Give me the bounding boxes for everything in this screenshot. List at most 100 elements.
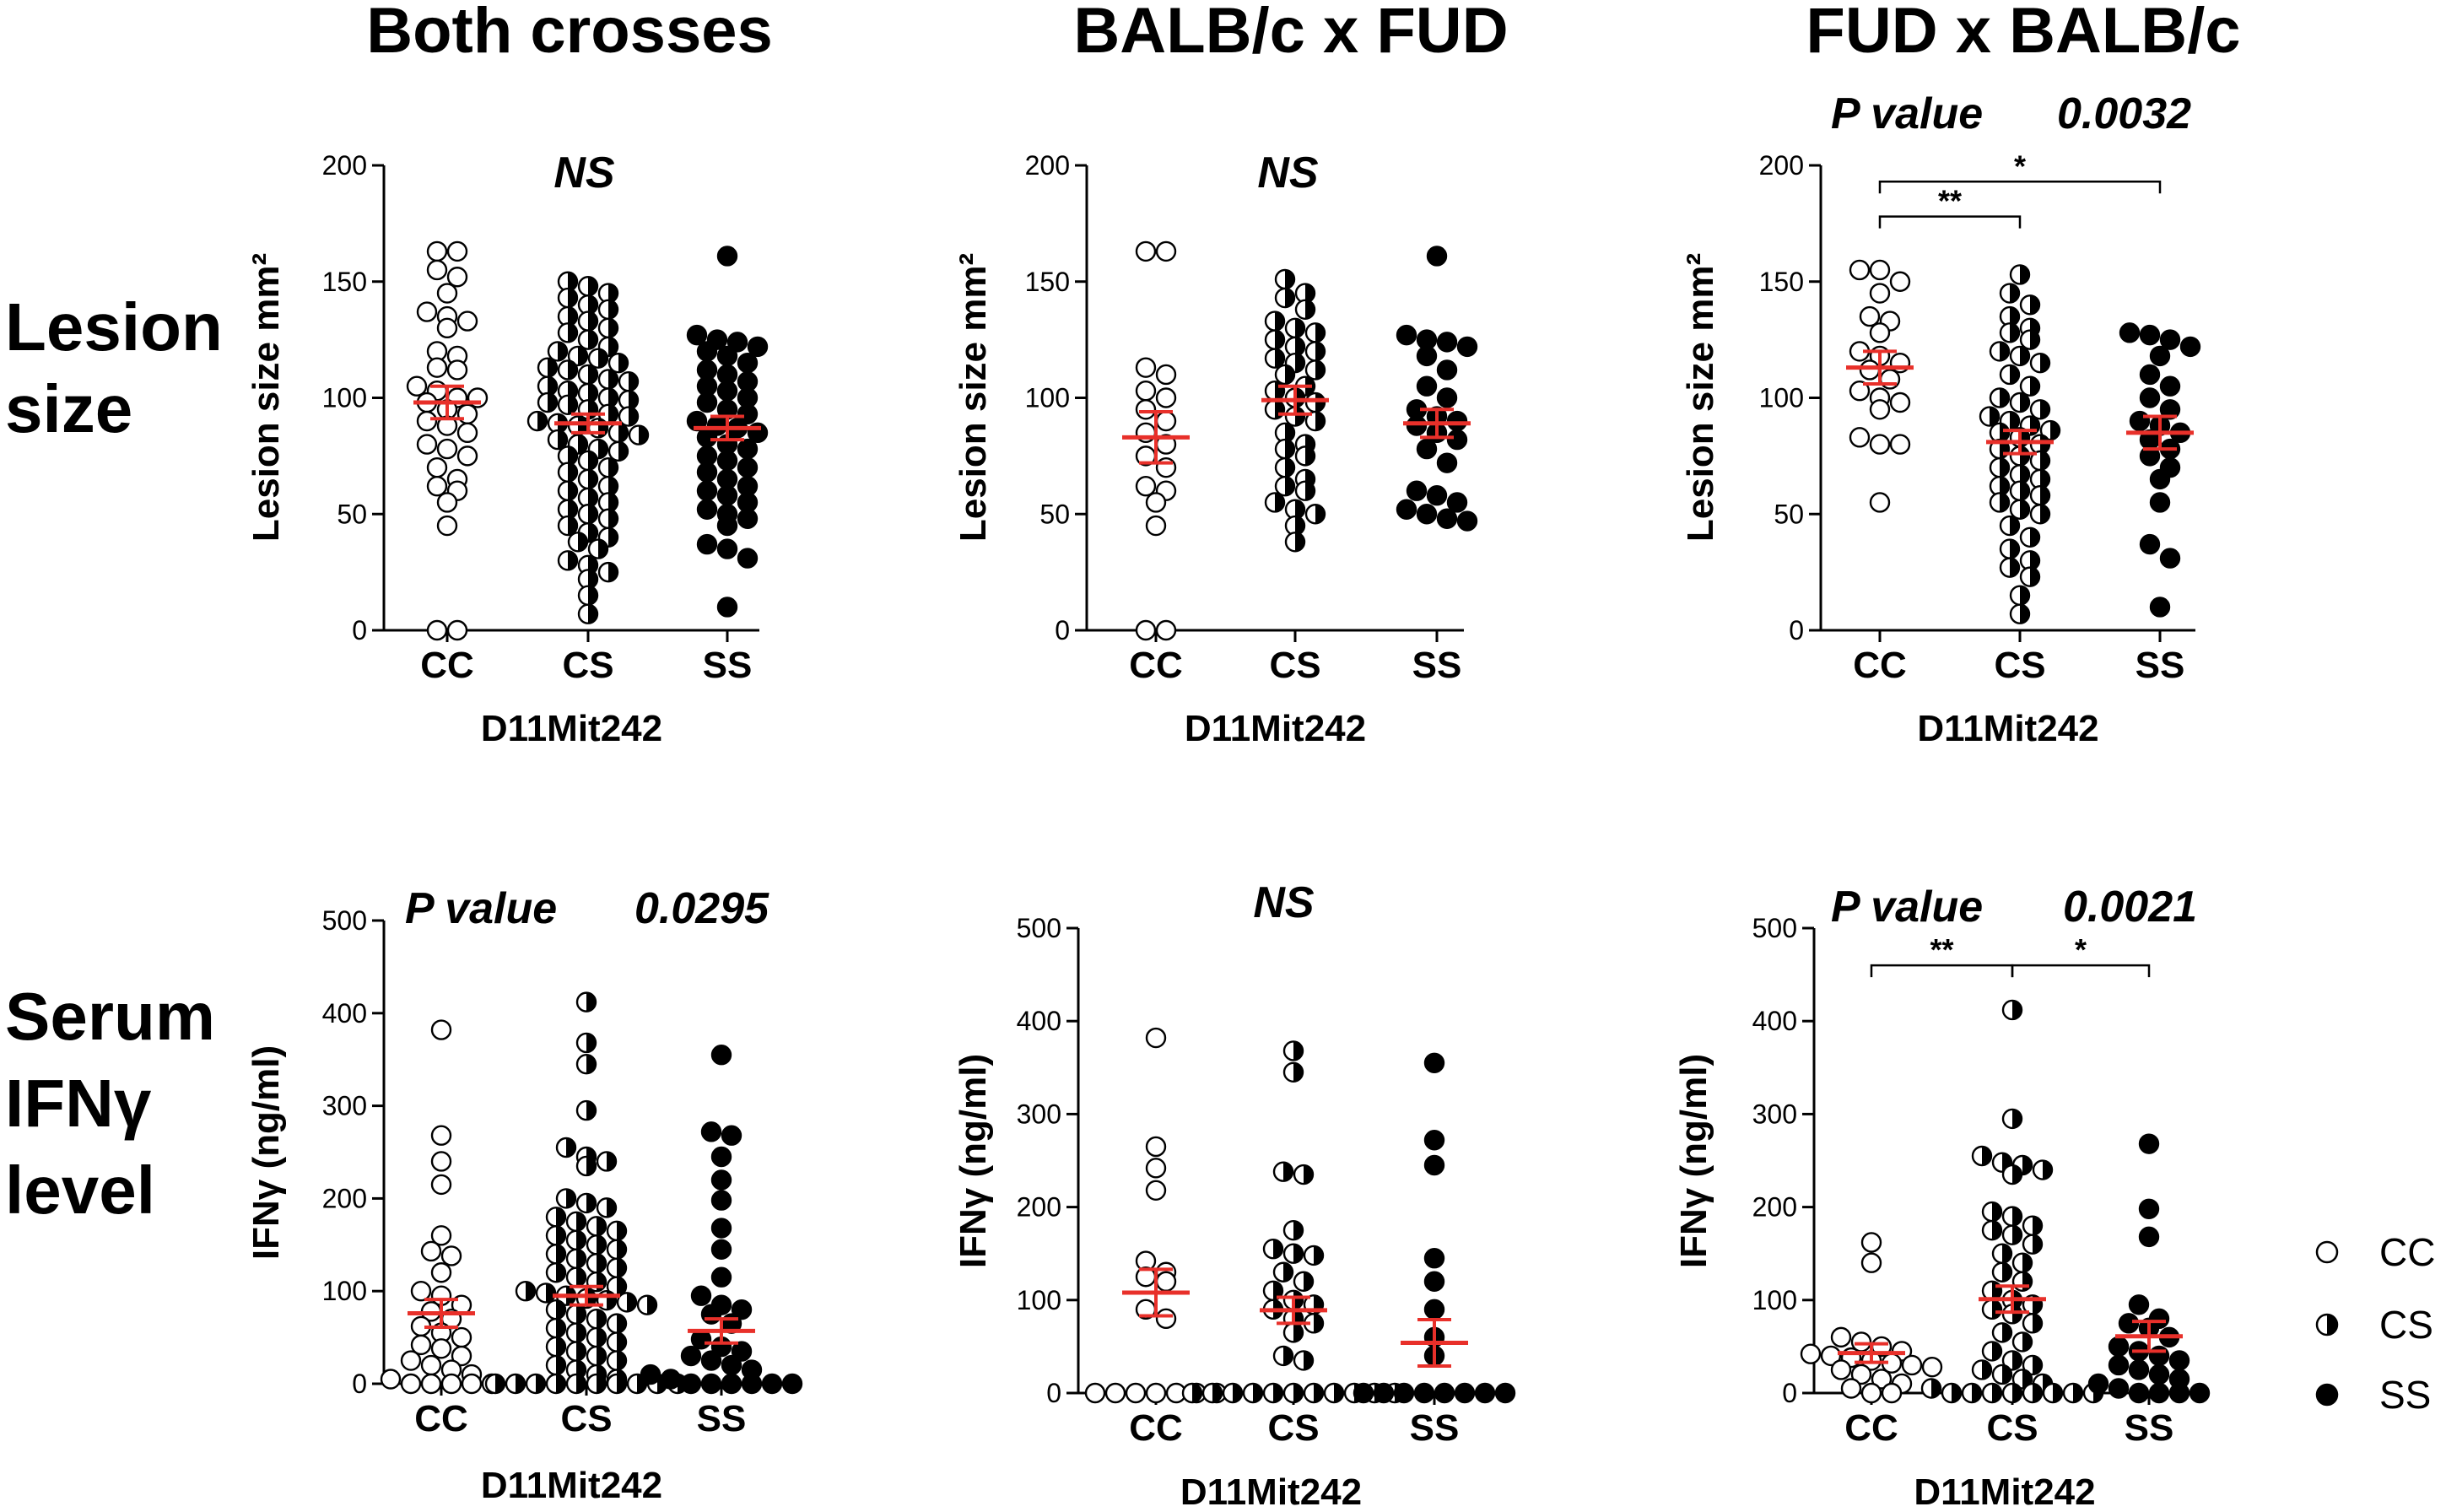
x-tick-label-cc: CC bbox=[1129, 1407, 1183, 1449]
data-point bbox=[1999, 305, 2021, 327]
data-point-fill bbox=[2010, 412, 2019, 431]
data-point-fill bbox=[2020, 481, 2029, 500]
data-point bbox=[577, 364, 599, 386]
x-tick-label-cc: CC bbox=[414, 1398, 468, 1439]
data-point-fill bbox=[1295, 516, 1304, 536]
data-point bbox=[565, 1373, 587, 1395]
data-point bbox=[456, 422, 478, 444]
data-point bbox=[710, 1266, 732, 1288]
data-point-fill bbox=[588, 523, 598, 543]
data-point-fill bbox=[588, 488, 598, 507]
data-point-fill bbox=[2033, 1384, 2042, 1402]
data-point-fill bbox=[556, 1319, 565, 1338]
data-point bbox=[426, 240, 448, 262]
data-point bbox=[430, 1151, 452, 1172]
data-point bbox=[616, 1292, 638, 1313]
data-point bbox=[400, 1373, 422, 1395]
data-point-fill bbox=[1304, 1272, 1313, 1291]
data-point bbox=[436, 317, 458, 339]
series-ss bbox=[2119, 322, 2201, 618]
x-tick-label-cs: CS bbox=[1994, 645, 2045, 686]
data-point bbox=[2159, 329, 2181, 350]
series-cc bbox=[1084, 1027, 1228, 1404]
data-point bbox=[436, 492, 458, 513]
data-point bbox=[1145, 492, 1167, 513]
data-point bbox=[567, 345, 589, 367]
data-point-fill bbox=[558, 430, 567, 450]
data-point bbox=[1284, 515, 1306, 537]
data-point bbox=[2022, 1354, 2044, 1376]
data-point bbox=[2009, 464, 2031, 485]
data-point-fill bbox=[2030, 551, 2039, 570]
data-point-fill bbox=[568, 272, 577, 291]
data-point bbox=[1264, 348, 1286, 369]
x-tick-label-cc: CC bbox=[1853, 645, 1907, 686]
data-point bbox=[526, 410, 548, 432]
panel-lesion-fxb: 0 50 100 150 200 CC CS SS D11Mit242 Lesion size m… bbox=[1680, 89, 2201, 749]
data-point-fill bbox=[1952, 1384, 1961, 1402]
data-point bbox=[737, 508, 759, 529]
data-point-fill bbox=[576, 1342, 586, 1361]
data-point-fill bbox=[556, 1207, 565, 1227]
y-tick-label: 300 bbox=[322, 1091, 367, 1121]
data-point bbox=[1859, 305, 1881, 327]
data-point bbox=[716, 485, 738, 506]
data-point bbox=[1274, 422, 1296, 444]
data-point bbox=[575, 1192, 597, 1214]
data-point-fill bbox=[1314, 1384, 1323, 1402]
legend-marker-filled bbox=[2315, 1383, 2339, 1407]
data-point bbox=[606, 1331, 628, 1353]
data-point bbox=[1989, 422, 2011, 444]
data-point bbox=[1274, 364, 1296, 386]
data-point bbox=[586, 1272, 607, 1293]
data-point-fill bbox=[1285, 477, 1294, 496]
data-point bbox=[2022, 1234, 2044, 1255]
data-point bbox=[575, 1053, 597, 1075]
data-point bbox=[696, 480, 718, 501]
row-label-ifn-line3: level bbox=[5, 1153, 155, 1228]
data-point bbox=[577, 329, 599, 350]
data-point bbox=[567, 532, 589, 553]
data-point bbox=[680, 1373, 702, 1395]
data-point-fill bbox=[2030, 376, 2039, 396]
data-point bbox=[696, 341, 718, 362]
y-tick-label: 200 bbox=[1759, 150, 1804, 181]
data-point bbox=[1849, 381, 1871, 402]
series-ss bbox=[1396, 246, 1478, 532]
data-point bbox=[710, 1218, 732, 1239]
data-point bbox=[436, 438, 458, 460]
data-point bbox=[710, 1146, 732, 1168]
data-point bbox=[597, 387, 619, 408]
data-point bbox=[1881, 1382, 1903, 1404]
data-point-fill bbox=[1315, 412, 1326, 431]
data-point-fill bbox=[568, 289, 577, 308]
data-point-fill bbox=[1295, 500, 1304, 519]
data-point bbox=[696, 392, 718, 413]
data-point-fill bbox=[1275, 330, 1285, 349]
series-ss bbox=[640, 1045, 803, 1395]
data-point-fill bbox=[617, 1351, 626, 1370]
data-point bbox=[700, 1121, 722, 1142]
significance-stars: * bbox=[2075, 932, 2087, 967]
data-point bbox=[1262, 1280, 1284, 1301]
data-point-fill bbox=[2000, 477, 2010, 496]
data-point-fill bbox=[1972, 1384, 1981, 1402]
data-point bbox=[2159, 548, 2181, 569]
y-tick-label: 400 bbox=[1752, 1006, 1797, 1036]
data-point bbox=[2118, 1313, 2140, 1334]
data-point-fill bbox=[617, 1221, 626, 1240]
data-point bbox=[1869, 399, 1891, 420]
data-point-fill bbox=[1334, 1384, 1343, 1402]
data-point bbox=[700, 1350, 722, 1371]
data-point bbox=[2139, 446, 2161, 467]
data-point bbox=[696, 499, 718, 520]
data-point-fill bbox=[556, 1374, 565, 1393]
data-point bbox=[716, 345, 738, 367]
data-point bbox=[2128, 1359, 2150, 1380]
data-point bbox=[436, 283, 458, 304]
data-point-fill bbox=[647, 1295, 656, 1315]
legend-entry-ss: SS bbox=[2315, 1373, 2431, 1417]
data-point-fill bbox=[629, 407, 638, 426]
data-point-fill bbox=[1314, 1314, 1323, 1333]
data-point-fill bbox=[588, 604, 598, 624]
